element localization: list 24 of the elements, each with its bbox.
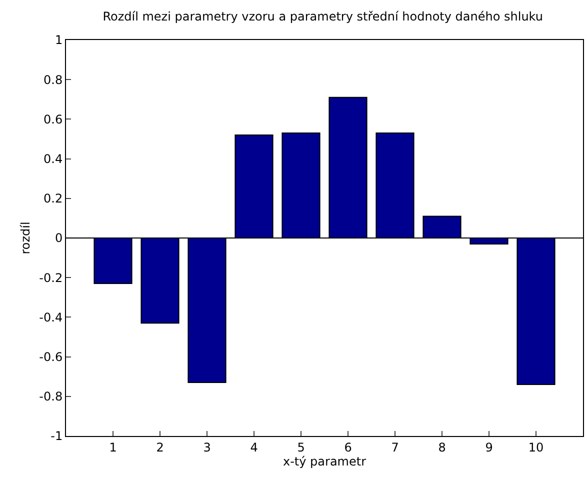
y-tick-label: 0.8 <box>44 72 63 87</box>
x-tick-label: 9 <box>485 440 493 454</box>
y-tick-label: -0.2 <box>39 270 63 285</box>
y-tick-label: -1 <box>50 429 63 444</box>
x-tick-label: 1 <box>109 440 117 454</box>
y-tick-label: -0.8 <box>39 390 63 404</box>
y-axis-title: rozdíl <box>18 222 32 254</box>
y-tick-label: 0 <box>54 231 63 246</box>
x-axis-title: x-tý parametr <box>282 454 366 468</box>
x-tick-label: 6 <box>344 440 352 454</box>
y-tick-label: -0.6 <box>39 350 63 364</box>
chart-title: Rozdíl mezi parametry vzoru a parametry střední hodnoty daného shluku <box>102 9 544 24</box>
x-tick-label: 5 <box>297 440 305 454</box>
x-tick-label: 7 <box>391 440 399 454</box>
x-tick-label: 4 <box>250 440 258 454</box>
y-tick-label: 0.4 <box>44 152 63 166</box>
y-tick-label: 1 <box>54 33 63 48</box>
x-tick-label: 8 <box>438 440 446 454</box>
x-tick-label: 2 <box>156 440 164 454</box>
y-tick-label: 0.6 <box>44 112 63 126</box>
y-tick-label: 0.2 <box>44 192 63 206</box>
x-tick-label: 3 <box>203 440 211 454</box>
y-tick-label: -0.4 <box>39 310 63 324</box>
x-tick-label: 10 <box>528 440 544 454</box>
